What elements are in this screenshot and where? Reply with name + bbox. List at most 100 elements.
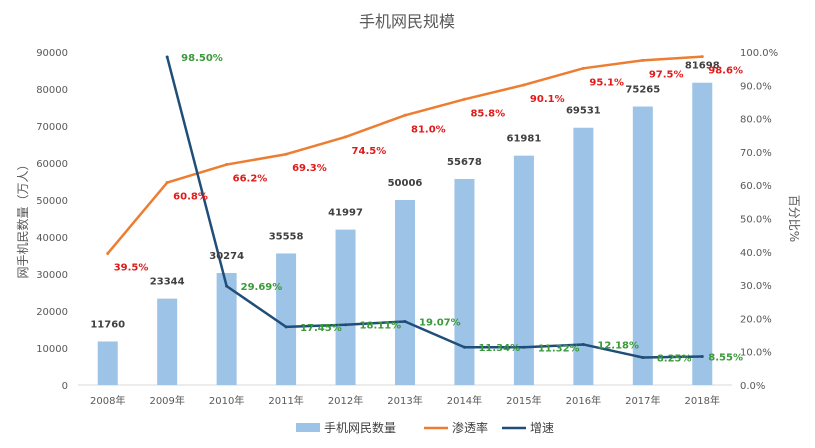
- y-left-axis-title: 网手机民数量（万人）: [15, 158, 30, 278]
- penetration-point: [522, 83, 526, 87]
- bar-data-label: 35558: [269, 231, 304, 242]
- bar: [157, 298, 178, 385]
- growth-point: [522, 345, 526, 349]
- growth-line: [165, 56, 703, 359]
- y-right-tick-label: 0.0%: [740, 381, 765, 392]
- y-right-tick-label: 20.0%: [740, 314, 772, 325]
- y-right-tick-label: 80.0%: [740, 115, 772, 126]
- bar: [454, 178, 475, 385]
- legend: 手机网民数量 渗透率 增速: [296, 420, 554, 435]
- y-left-tick-label: 10000: [36, 344, 68, 355]
- bar: [632, 106, 653, 385]
- penetration-point: [165, 181, 169, 185]
- y-left-tick-label: 50000: [36, 196, 68, 207]
- bar-data-label: 61981: [507, 134, 542, 145]
- line-series: [106, 55, 704, 360]
- y-right-tick-label: 40.0%: [740, 248, 772, 259]
- y-left-tick-label: 30000: [36, 270, 68, 281]
- bar: [573, 127, 594, 386]
- penetration-data-label: 81.0%: [411, 124, 446, 135]
- bar: [395, 199, 415, 385]
- axes: 0 10000 20000 30000 40000 50000 60000 70000 8000…: [15, 48, 801, 407]
- bar: [276, 253, 297, 385]
- growth-point: [641, 356, 645, 360]
- penetration-point: [225, 163, 229, 167]
- growth-data-label: 8.25%: [657, 354, 692, 365]
- x-tick-label: 2016年: [566, 394, 601, 407]
- growth-point: [165, 55, 169, 59]
- x-tick-label: 2017年: [625, 394, 660, 407]
- y-right-tick-label: 50.0%: [740, 215, 772, 226]
- bar: [216, 272, 237, 385]
- penetration-data-label: 69.3%: [292, 163, 327, 174]
- x-tick-label: 2011年: [268, 394, 303, 407]
- growth-point: [284, 325, 288, 329]
- bar-series: [97, 82, 713, 386]
- growth-data-label: 19.07%: [419, 317, 461, 328]
- bar-data-label: 30274: [209, 251, 244, 262]
- penetration-data-label: 98.6%: [708, 66, 743, 77]
- penetration-point: [581, 66, 585, 70]
- penetration-data-label: 97.5%: [649, 69, 684, 80]
- growth-data-label: 98.50%: [181, 53, 223, 64]
- x-tick-label: 2015年: [506, 394, 541, 407]
- growth-data-label: 8.55%: [708, 353, 743, 364]
- y-right-tick-label: 30.0%: [740, 281, 772, 292]
- legend-label: 手机网民数量: [324, 420, 396, 435]
- bar-data-label: 23344: [150, 277, 185, 288]
- bar: [97, 341, 118, 385]
- penetration-data-label: 66.2%: [233, 174, 268, 185]
- growth-point: [700, 355, 704, 359]
- bar-data-label: 41997: [328, 208, 363, 219]
- growth-data-label: 11.34%: [478, 343, 520, 354]
- legend-label: 增速: [530, 421, 554, 435]
- growth-data-label: 29.69%: [241, 282, 283, 293]
- y-left-tick-label: 70000: [36, 122, 68, 133]
- y-left-tick-label: 0: [62, 381, 68, 392]
- x-tick-label: 2008年: [90, 394, 125, 407]
- y-left-tick-label: 90000: [36, 48, 68, 59]
- growth-data-label: 18.11%: [360, 321, 402, 332]
- x-tick-label: 2009年: [149, 394, 184, 407]
- y-right-tick-label: 90.0%: [740, 81, 772, 92]
- bar-data-label: 11760: [90, 319, 125, 330]
- bar-data-label: 69531: [566, 106, 601, 117]
- penetration-point: [403, 113, 407, 117]
- growth-point: [403, 319, 407, 323]
- growth-data-label: 12.18%: [597, 340, 639, 351]
- data-labels: 11760 23344 30274 35558 41997 50006 55678 61981…: [90, 53, 743, 365]
- x-tick-label: 2018年: [685, 394, 720, 407]
- y-right-tick-label: 70.0%: [740, 148, 772, 159]
- growth-point: [462, 345, 466, 349]
- penetration-point: [641, 58, 645, 62]
- chart-title: 手机网民规模: [359, 12, 455, 31]
- bar-data-label: 75265: [625, 85, 660, 96]
- y-left-tick-label: 40000: [36, 233, 68, 244]
- penetration-data-label: 85.8%: [470, 108, 505, 119]
- growth-data-label: 11.32%: [538, 343, 580, 354]
- y-left-tick-label: 20000: [36, 307, 68, 318]
- x-tick-label: 2012年: [328, 394, 363, 407]
- x-tick-label: 2010年: [209, 394, 244, 407]
- x-tick-label: 2014年: [447, 394, 482, 407]
- penetration-point: [344, 135, 348, 139]
- x-tick-label: 2013年: [387, 394, 422, 407]
- legend-label: 渗透率: [452, 420, 488, 435]
- penetration-data-label: 39.5%: [114, 262, 149, 273]
- y-right-axis-title: 百分比%: [787, 195, 801, 242]
- penetration-data-label: 60.8%: [173, 192, 208, 203]
- penetration-data-label: 74.5%: [352, 146, 387, 157]
- bar: [513, 155, 534, 385]
- bar-data-label: 55678: [447, 157, 482, 168]
- legend-swatch-bar: [296, 423, 320, 432]
- penetration-data-label: 90.1%: [530, 94, 565, 105]
- bar: [692, 82, 713, 385]
- bar-data-label: 81698: [685, 61, 720, 72]
- y-right-tick-label: 10.0%: [740, 348, 772, 359]
- y-left-tick-label: 60000: [36, 159, 68, 170]
- penetration-point: [106, 251, 110, 255]
- growth-point: [225, 284, 229, 288]
- y-left-tick-label: 80000: [36, 85, 68, 96]
